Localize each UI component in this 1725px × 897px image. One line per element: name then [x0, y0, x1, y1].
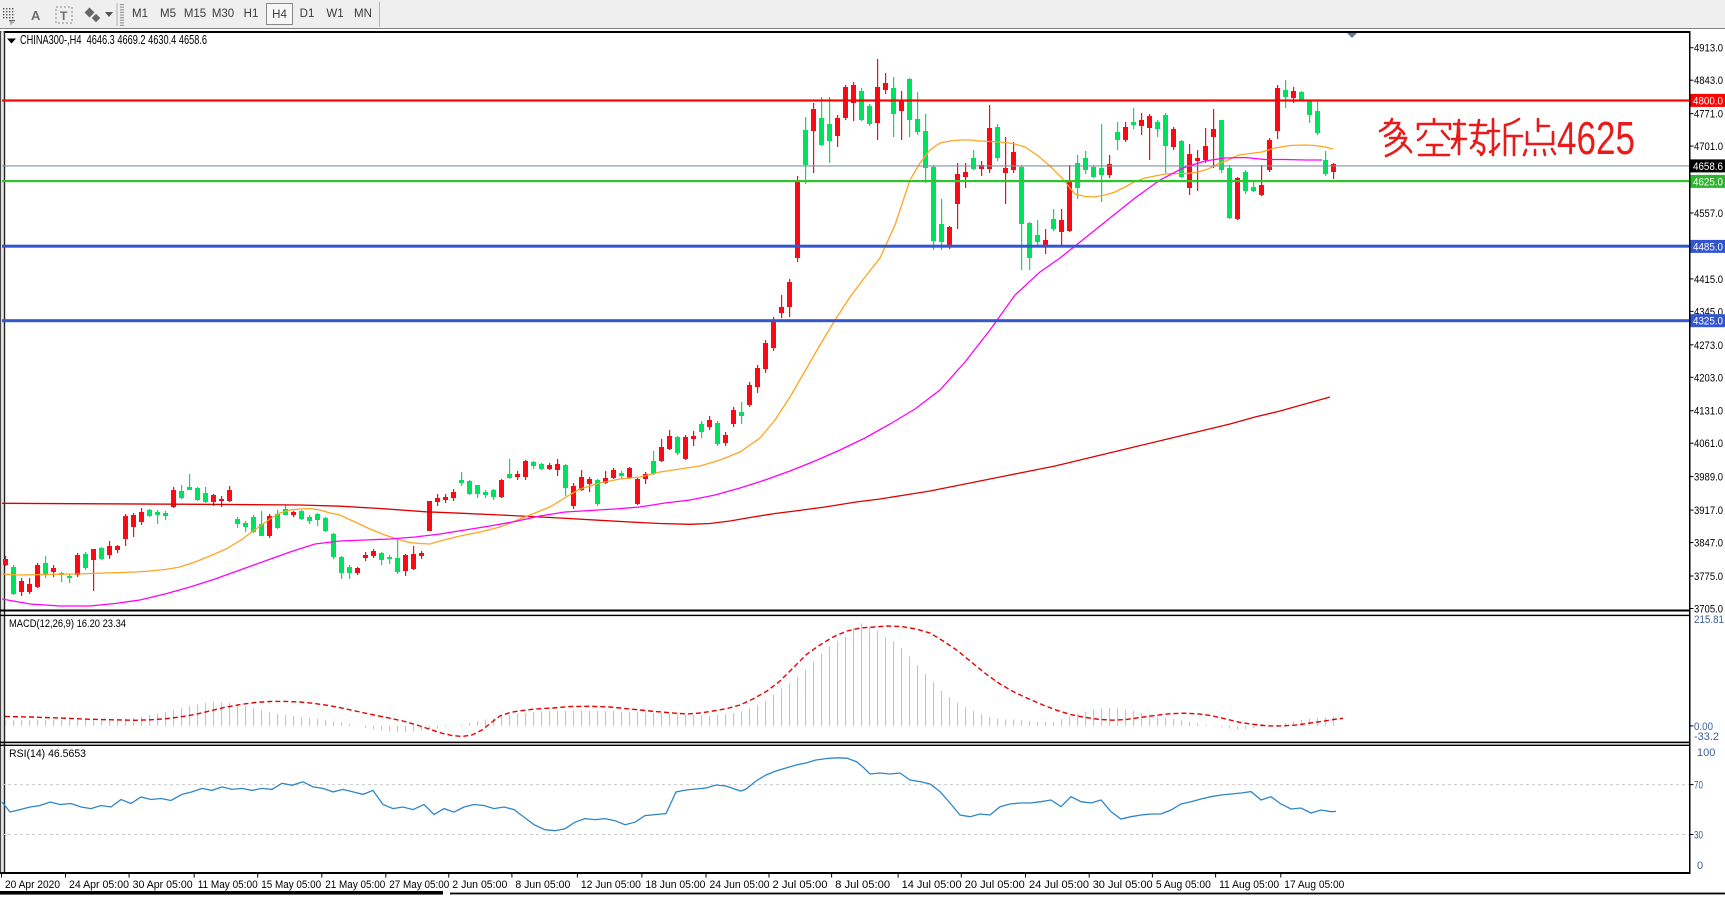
svg-text:4485.0: 4485.0: [1693, 241, 1723, 253]
svg-text:4557.0: 4557.0: [1694, 208, 1723, 220]
svg-text:12 Jun 05:00: 12 Jun 05:00: [581, 879, 641, 891]
svg-text:24 Jun 05:00: 24 Jun 05:00: [710, 879, 770, 891]
svg-text:30 Jul 05:00: 30 Jul 05:00: [1093, 879, 1153, 891]
svg-text:215.81: 215.81: [1694, 614, 1724, 626]
svg-text:4325.0: 4325.0: [1693, 316, 1723, 328]
svg-text:MACD(12,26,9) 16.20 23.34: MACD(12,26,9) 16.20 23.34: [9, 618, 126, 630]
svg-text:8 Jul 05:00: 8 Jul 05:00: [835, 879, 890, 891]
svg-text:17 Aug 05:00: 17 Aug 05:00: [1284, 879, 1344, 891]
svg-text:3775.0: 3775.0: [1694, 571, 1723, 583]
svg-text:4913.0: 4913.0: [1694, 43, 1723, 55]
svg-text:30: 30: [1694, 830, 1703, 842]
svg-text:T: T: [60, 9, 68, 23]
svg-text:30 Apr 05:00: 30 Apr 05:00: [133, 879, 193, 891]
svg-text:27 May 05:00: 27 May 05:00: [389, 879, 449, 891]
svg-text:24 Apr 05:00: 24 Apr 05:00: [69, 879, 129, 891]
svg-text:20 Jul 05:00: 20 Jul 05:00: [965, 879, 1025, 891]
svg-text:4625.0: 4625.0: [1693, 176, 1723, 188]
svg-text:100: 100: [1697, 747, 1715, 759]
svg-text:4701.0: 4701.0: [1694, 141, 1723, 153]
svg-text:CHINA300-,H4 4646.3 4669.2 46: CHINA300-,H4 4646.3 4669.2 4630.4 4658.6: [20, 33, 207, 47]
svg-text:24 Jul 05:00: 24 Jul 05:00: [1029, 879, 1089, 891]
svg-text:2 Jul 05:00: 2 Jul 05:00: [773, 879, 828, 891]
svg-text:11 Aug 05:00: 11 Aug 05:00: [1219, 879, 1279, 891]
svg-text:F: F: [10, 20, 14, 27]
svg-text:4203.0: 4203.0: [1694, 372, 1723, 384]
svg-text:RSI(14) 46.5653: RSI(14) 46.5653: [9, 748, 86, 760]
svg-text:70: 70: [1694, 780, 1703, 792]
svg-text:2 Jun 05:00: 2 Jun 05:00: [452, 879, 507, 891]
svg-text:3989.0: 3989.0: [1694, 472, 1723, 484]
svg-text:4061.0: 4061.0: [1694, 438, 1723, 450]
svg-text:A: A: [31, 8, 41, 23]
svg-text:4625: 4625: [1557, 112, 1635, 164]
svg-text:0.00: 0.00: [1694, 721, 1713, 733]
svg-text:21 May 05:00: 21 May 05:00: [325, 879, 385, 891]
svg-text:4800.0: 4800.0: [1693, 95, 1723, 107]
svg-text:4843.0: 4843.0: [1694, 75, 1723, 87]
svg-text:5 Aug 05:00: 5 Aug 05:00: [1156, 879, 1211, 891]
svg-text:4273.0: 4273.0: [1694, 340, 1723, 352]
svg-text:4131.0: 4131.0: [1694, 406, 1723, 418]
svg-text:4658.6: 4658.6: [1693, 161, 1723, 173]
svg-text:18 Jun 05:00: 18 Jun 05:00: [645, 879, 705, 891]
svg-text:0: 0: [1697, 860, 1703, 872]
svg-text:11 May 05:00: 11 May 05:00: [198, 879, 258, 891]
svg-text:20 Apr 2020: 20 Apr 2020: [5, 879, 60, 891]
svg-text:3847.0: 3847.0: [1694, 538, 1723, 550]
svg-text:14 Jul 05:00: 14 Jul 05:00: [902, 879, 962, 891]
svg-text:15 May 05:00: 15 May 05:00: [261, 879, 321, 891]
svg-text:3917.0: 3917.0: [1694, 505, 1723, 517]
svg-text:4415.0: 4415.0: [1694, 274, 1723, 286]
svg-text:4771.0: 4771.0: [1694, 109, 1723, 121]
svg-text:-33.2: -33.2: [1694, 731, 1719, 743]
svg-text:3705.0: 3705.0: [1694, 604, 1723, 616]
svg-text:8 Jun 05:00: 8 Jun 05:00: [515, 879, 570, 891]
